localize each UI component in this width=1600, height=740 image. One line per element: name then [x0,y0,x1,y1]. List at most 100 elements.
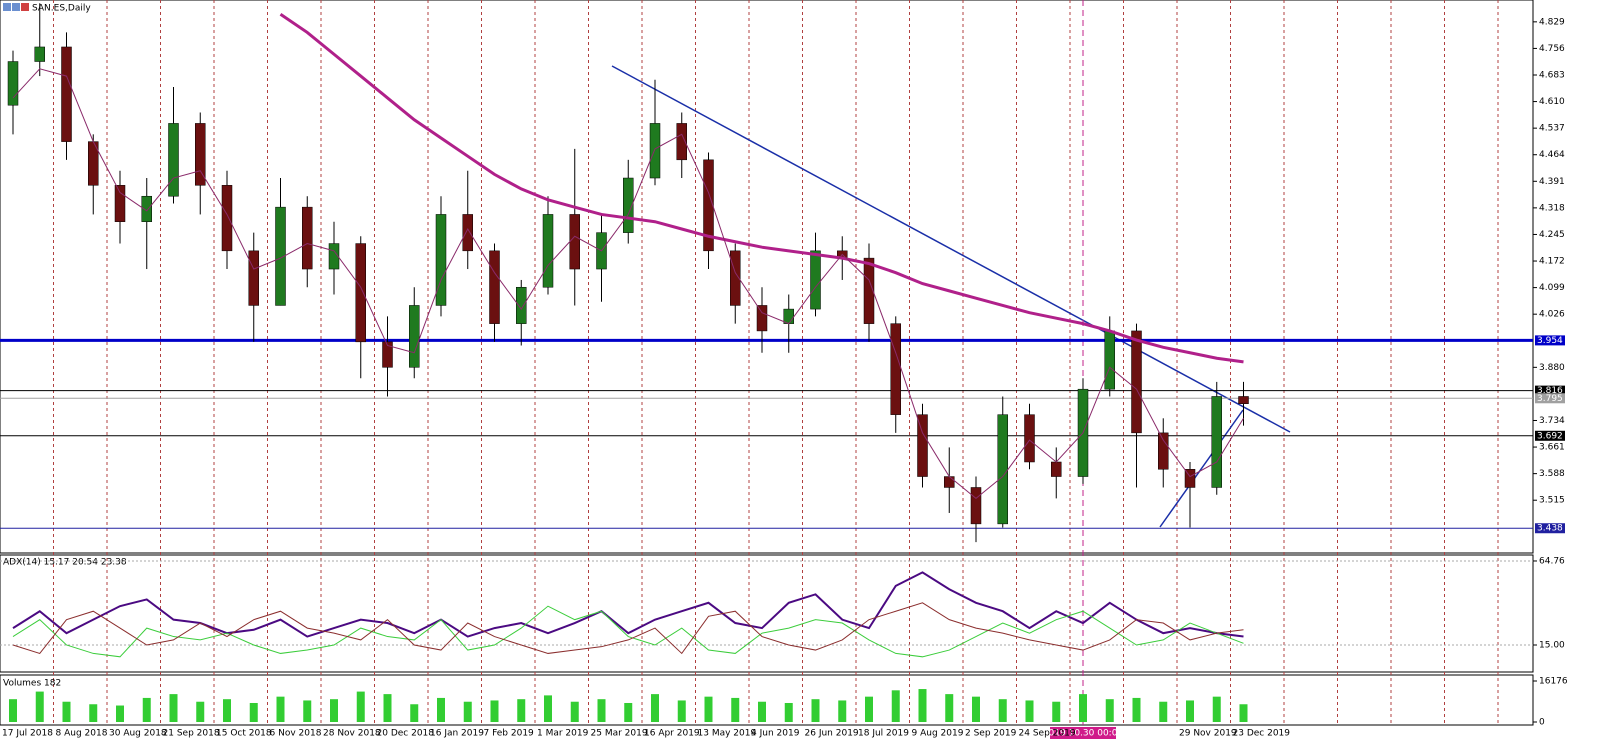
volume-bar [891,690,900,722]
volume-bar [544,695,552,722]
level-label-bg [1535,523,1565,534]
volume-bar [62,701,71,722]
x-tick-label: 9 Aug 2019 [912,729,964,739]
volume-bar [1132,697,1141,722]
candle-body [649,123,661,179]
volume-bar [383,694,392,722]
y-tick-label: 3.880 [1539,363,1565,373]
candle-body [435,214,447,306]
y-tick-label: 4.537 [1539,124,1565,134]
candle-body [382,341,393,368]
candle-body [1158,432,1169,470]
adx-panel [0,554,1534,673]
volume-bar [731,697,740,722]
candle-body [516,286,527,324]
volume-bar [1079,694,1087,722]
volume-panel [0,674,1534,726]
volume-bar [784,702,793,722]
x-tick-label: 6 Nov 2018 [270,729,322,739]
candle-body [462,214,473,252]
volume-bar [998,699,1007,722]
candle-body [917,414,928,477]
volume-bar [570,701,579,722]
y-tick-label: 4.245 [1539,230,1565,240]
x-tick-label: 30 Aug 2018 [109,729,167,739]
volume-bar [597,699,606,722]
candle-body [703,159,714,252]
volume-bar [1052,701,1061,722]
main-panel [0,0,1534,554]
volume-bar [330,699,338,722]
volume-bar [1159,701,1168,722]
candle-body [221,185,233,252]
indicator-line [12,602,1244,655]
x-tick-label: 25 Mar 2019 [591,729,648,739]
level-label-bg [1535,335,1565,346]
icon [21,3,29,11]
y-tick-label: 4.829 [1539,17,1565,27]
volume-bar [945,694,954,722]
level-label: 3.692 [1537,431,1563,441]
candle-body [676,123,687,161]
trend-line [611,65,1291,433]
y-tick-label: 3.515 [1539,496,1565,506]
y-tick-label: 4.318 [1539,203,1565,213]
level-label-bg [1535,430,1565,441]
x-tick-label: 16 Jan 2019 [430,729,484,739]
y-tick-label: 4.756 [1539,44,1565,54]
candle-body [168,123,179,197]
level-label: 3.795 [1537,394,1563,404]
moving-average [12,68,1244,500]
x-tick-label: 18 Jul 2019 [858,729,909,739]
candle-body [328,243,340,270]
x-tick-label: 21 Sep 2018 [163,729,220,739]
candle-body [34,46,45,62]
candle-body [248,250,259,306]
trend-line [1159,409,1244,528]
icon [3,3,11,11]
y-tick-label: 4.172 [1539,257,1565,267]
icon [12,3,20,11]
volume-bar [303,700,312,722]
x-tick-label: 2 Sep 2019 [965,729,1017,739]
volume-bar [517,699,526,722]
candle-body [141,195,152,222]
candle-body [569,214,580,270]
volume-bar [196,701,205,722]
volume-bar [758,701,766,722]
candle-body [1024,414,1035,463]
candle-body [61,46,72,142]
level-label: 3.954 [1537,336,1563,346]
candle-body [114,185,126,222]
y-tick-label: 0 [1539,718,1545,728]
candle-body [1104,330,1115,390]
chart-title: SAN.ES,Daily [32,4,91,14]
y-tick-label: 4.610 [1539,97,1565,107]
volume-bar [9,699,17,722]
candle-body [997,414,1008,525]
volume-title: Volumes 182 [3,679,61,689]
indicator-line [12,571,1244,638]
volume-bar [35,691,44,722]
x-tick-label: 24 Sep 2019 [1019,729,1076,739]
candle-body [970,487,982,525]
volume-bar [1212,696,1221,722]
candle-body [623,177,634,233]
volume-bar [223,699,231,722]
volume-bar [838,700,847,722]
volume-bar [624,702,633,722]
indicator-line [12,605,1244,658]
y-tick-label: 3.588 [1539,469,1565,479]
volume-bar [356,691,365,722]
crosshair-label: 2019.10.30 00:00 [1043,729,1124,739]
volume-bar [811,699,820,722]
header: SAN.ES,Daily [3,3,91,14]
adx-title: ADX(14) 15.17 20.54 23.38 [3,558,127,568]
x-tick-label: 7 Feb 2019 [484,729,535,739]
candle-body [275,206,286,306]
y-tick-label: 15.00 [1539,640,1565,650]
y-tick-label: 3.734 [1539,416,1565,426]
candle-body [730,250,741,306]
volume-bar [490,700,499,722]
volume-bar [1025,700,1034,722]
